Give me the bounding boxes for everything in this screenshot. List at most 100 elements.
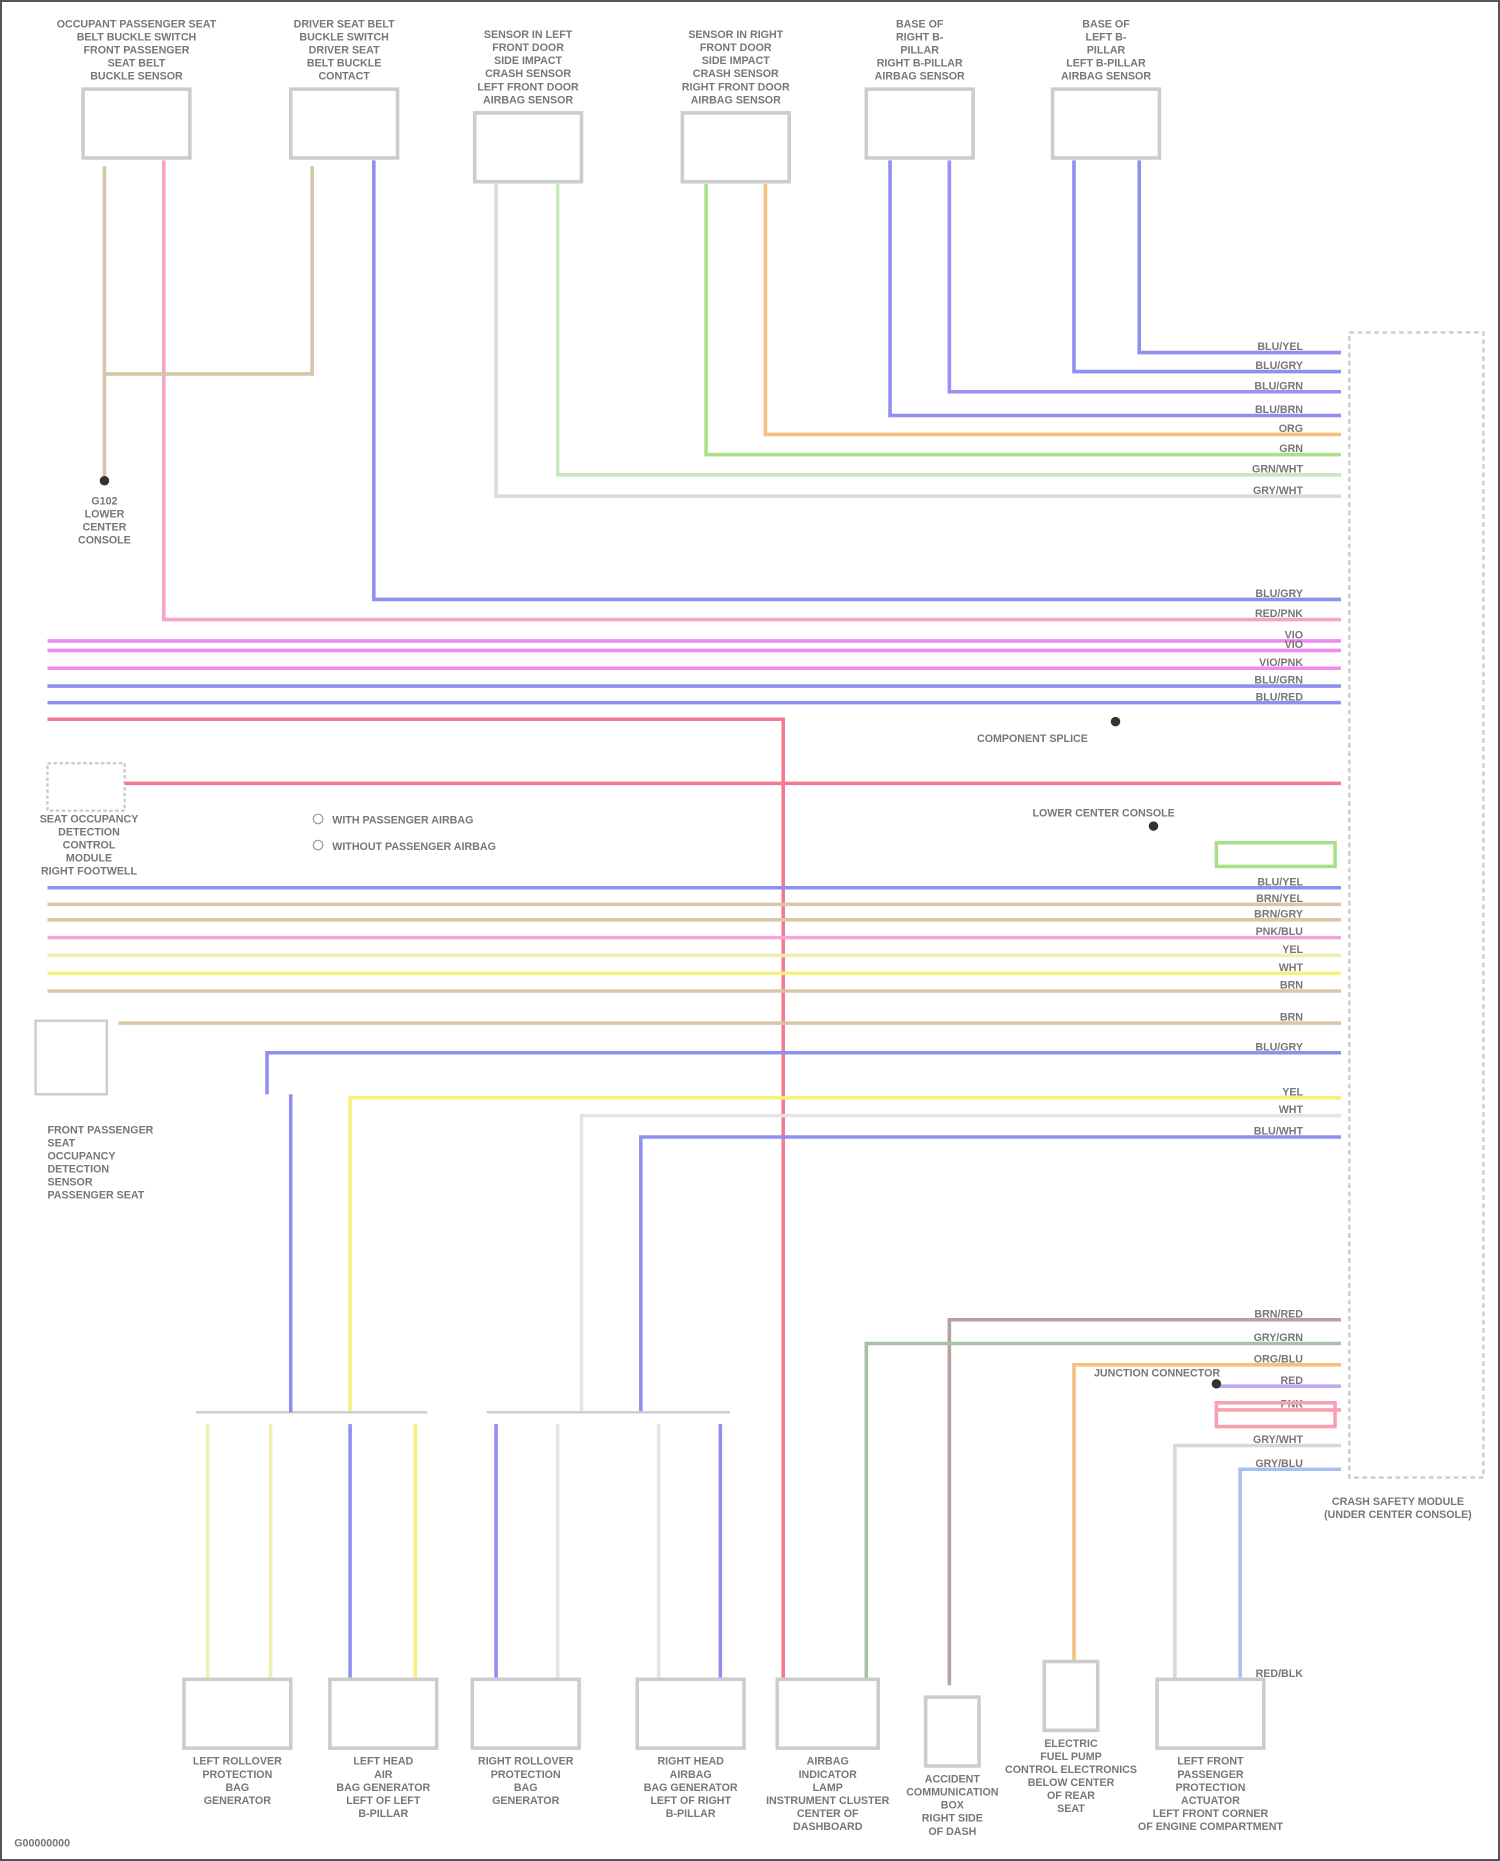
component-label: LEFT HEAD AIR BAG GENERATOR LEFT OF LEFT B-P… bbox=[336, 1756, 430, 1820]
wire bbox=[1173, 1443, 1341, 1686]
component-label-line: SIDE IMPACT bbox=[702, 55, 770, 67]
component-box-top bbox=[288, 87, 400, 160]
left-component-label: SEAT OCCUPANCY DETECTION CONTROL MODULE RIGH… bbox=[40, 814, 139, 878]
component-label-line: BASE OF bbox=[1082, 18, 1130, 30]
component-label: LEFT FRONT PASSENGER PROTECTION ACTUATOR LEF… bbox=[1138, 1756, 1284, 1833]
left-component-label-line: FRONT PASSENGER bbox=[47, 1124, 153, 1136]
component-box-bottom bbox=[182, 1677, 293, 1750]
wire-color-label: ORG bbox=[1279, 423, 1303, 435]
wire bbox=[47, 717, 786, 1680]
component-box-bottom bbox=[775, 1677, 880, 1750]
component-box-bottom bbox=[1155, 1677, 1266, 1750]
component-label-line: INSTRUMENT CLUSTER bbox=[766, 1795, 890, 1807]
component-label-line: LEFT B-PILLAR bbox=[1066, 58, 1146, 70]
component-label-line: SEAT bbox=[1057, 1803, 1085, 1815]
component-label-line: OF DASH bbox=[928, 1826, 976, 1838]
component-label-line: AIRBAG SENSOR bbox=[875, 71, 965, 83]
component-box-bottom bbox=[635, 1677, 746, 1750]
red-loop bbox=[1214, 1401, 1337, 1429]
main-module-label-line: CRASH SAFETY MODULE bbox=[1332, 1496, 1464, 1508]
left-component-label-line: MODULE bbox=[66, 853, 112, 865]
wire bbox=[348, 1096, 1341, 1413]
wire bbox=[1072, 1363, 1341, 1662]
wire-color-label: GRN bbox=[1279, 443, 1303, 455]
component-box-top bbox=[472, 111, 584, 184]
component-label-line: PROTECTION bbox=[202, 1769, 272, 1781]
wire-color-label: GRN/WHT bbox=[1252, 463, 1303, 475]
wire bbox=[1072, 160, 1341, 374]
component-box-top bbox=[680, 111, 791, 184]
wire bbox=[1137, 160, 1341, 355]
component-label: BASE OF RIGHT B-PILLAR RIGHT B-PILLAR AIRBA… bbox=[875, 18, 965, 82]
component-label-line: LEFT HEAD bbox=[353, 1756, 413, 1768]
left-component-label-line: PASSENGER SEAT bbox=[47, 1190, 144, 1202]
component-box-top bbox=[81, 87, 192, 160]
component-label-line: PILLAR bbox=[1087, 45, 1126, 57]
component-label-line: DASHBOARD bbox=[793, 1821, 863, 1833]
component-label-line: AIRBAG SENSOR bbox=[483, 94, 573, 106]
component-label-line: PILLAR bbox=[900, 45, 939, 57]
component-label-line: PROTECTION bbox=[491, 1769, 561, 1781]
component-label-line: ACCIDENT bbox=[925, 1774, 981, 1786]
main-module-label-line: (UNDER CENTER CONSOLE) bbox=[1324, 1509, 1472, 1521]
splice-label: LOWER CENTER CONSOLE bbox=[1032, 808, 1174, 820]
component-box-top bbox=[1050, 87, 1162, 160]
component-label-line: PROTECTION bbox=[1175, 1782, 1245, 1794]
splice-label: COMPONENT SPLICE bbox=[977, 733, 1088, 745]
component-label-line: DRIVER SEAT BELT bbox=[294, 18, 395, 30]
component-label: DRIVER SEAT BELT BUCKLE SWITCH DRIVER SEAT… bbox=[294, 18, 395, 82]
left-component-label-line: CONTROL bbox=[63, 840, 116, 852]
component-label: OCCUPANT PASSENGER SEAT BELT BUCKLE SWITC… bbox=[57, 18, 217, 82]
wire-color-label: BLU/GRY bbox=[1255, 1041, 1303, 1053]
wire-color-label: WHT bbox=[1279, 962, 1304, 974]
component-label-line: BAG GENERATOR bbox=[336, 1782, 430, 1794]
splice-dot bbox=[1211, 1379, 1222, 1389]
wire-color-label: BRN bbox=[1280, 980, 1303, 992]
wire-color-label: BLU/RED bbox=[1256, 691, 1304, 703]
component-label-line: CONTACT bbox=[318, 71, 370, 83]
wire-color-label: RED/PNK bbox=[1255, 608, 1303, 620]
component-label-line: RIGHT HEAD bbox=[657, 1756, 724, 1768]
component-label-line: AIR bbox=[374, 1769, 393, 1781]
component-label-line: OF ENGINE COMPARTMENT bbox=[1138, 1821, 1284, 1833]
wire-color-label: VIO/PNK bbox=[1259, 657, 1303, 669]
wire bbox=[555, 184, 1341, 477]
component-box-bottom bbox=[1042, 1659, 1100, 1733]
component-label-line: DRIVER SEAT bbox=[309, 45, 380, 57]
component-label-line: FUEL PUMP bbox=[1040, 1751, 1101, 1763]
component-label-line: LEFT FRONT bbox=[1177, 1756, 1244, 1768]
wire-color-label: ORG/BLU bbox=[1254, 1353, 1303, 1365]
component-label-line: FRONT DOOR bbox=[700, 42, 772, 54]
component-label: BASE OF LEFT B-PILLAR LEFT B-PILLAR AIRBAG … bbox=[1061, 18, 1151, 82]
wire-color-label: GRY/BLU bbox=[1255, 1458, 1303, 1470]
wire-color-label: PNK/BLU bbox=[1256, 926, 1304, 938]
component-label-line: COMMUNICATION bbox=[906, 1787, 998, 1799]
wire-color-label: BRN/RED bbox=[1254, 1308, 1303, 1320]
legend-item: WITHOUT PASSENGER AIRBAG bbox=[332, 841, 496, 853]
splice-dot bbox=[1148, 821, 1159, 831]
component-label-line: LEFT B- bbox=[1086, 31, 1127, 43]
legend-item: WITH PASSENGER AIRBAG bbox=[332, 815, 473, 827]
wire bbox=[704, 184, 1341, 457]
splice-dot bbox=[1110, 716, 1121, 727]
ground-label-line: LOWER bbox=[85, 509, 125, 521]
wire-color-label: BRN/YEL bbox=[1256, 893, 1303, 905]
main-module-label: CRASH SAFETY MODULE (UNDER CENTER CONSOLE… bbox=[1324, 1496, 1472, 1521]
ground-label: G102 LOWER CENTER CONSOLE bbox=[78, 495, 131, 546]
wire-color-label: GRY/GRN bbox=[1254, 1332, 1303, 1344]
wire bbox=[888, 160, 1341, 418]
wire-color-label: BLU/GRN bbox=[1254, 380, 1303, 392]
legend-symbol bbox=[312, 813, 324, 825]
wire bbox=[1238, 1467, 1341, 1686]
wire-color-label: BRN bbox=[1280, 1012, 1303, 1024]
wire-color-label: BLU/YEL bbox=[1257, 341, 1303, 353]
component-label-line: CONTROL ELECTRONICS bbox=[1005, 1764, 1137, 1776]
component-label-line: GENERATOR bbox=[492, 1795, 559, 1807]
component-label-line: SENSOR IN LEFT bbox=[484, 29, 573, 41]
component-label-line: LEFT ROLLOVER bbox=[193, 1756, 282, 1768]
ground-label-line: G102 bbox=[91, 495, 117, 507]
left-component-label-line: SEAT bbox=[47, 1137, 75, 1149]
wire-color-label: BLU/GRY bbox=[1255, 360, 1303, 372]
left-component-label-line: DETECTION bbox=[58, 827, 120, 839]
